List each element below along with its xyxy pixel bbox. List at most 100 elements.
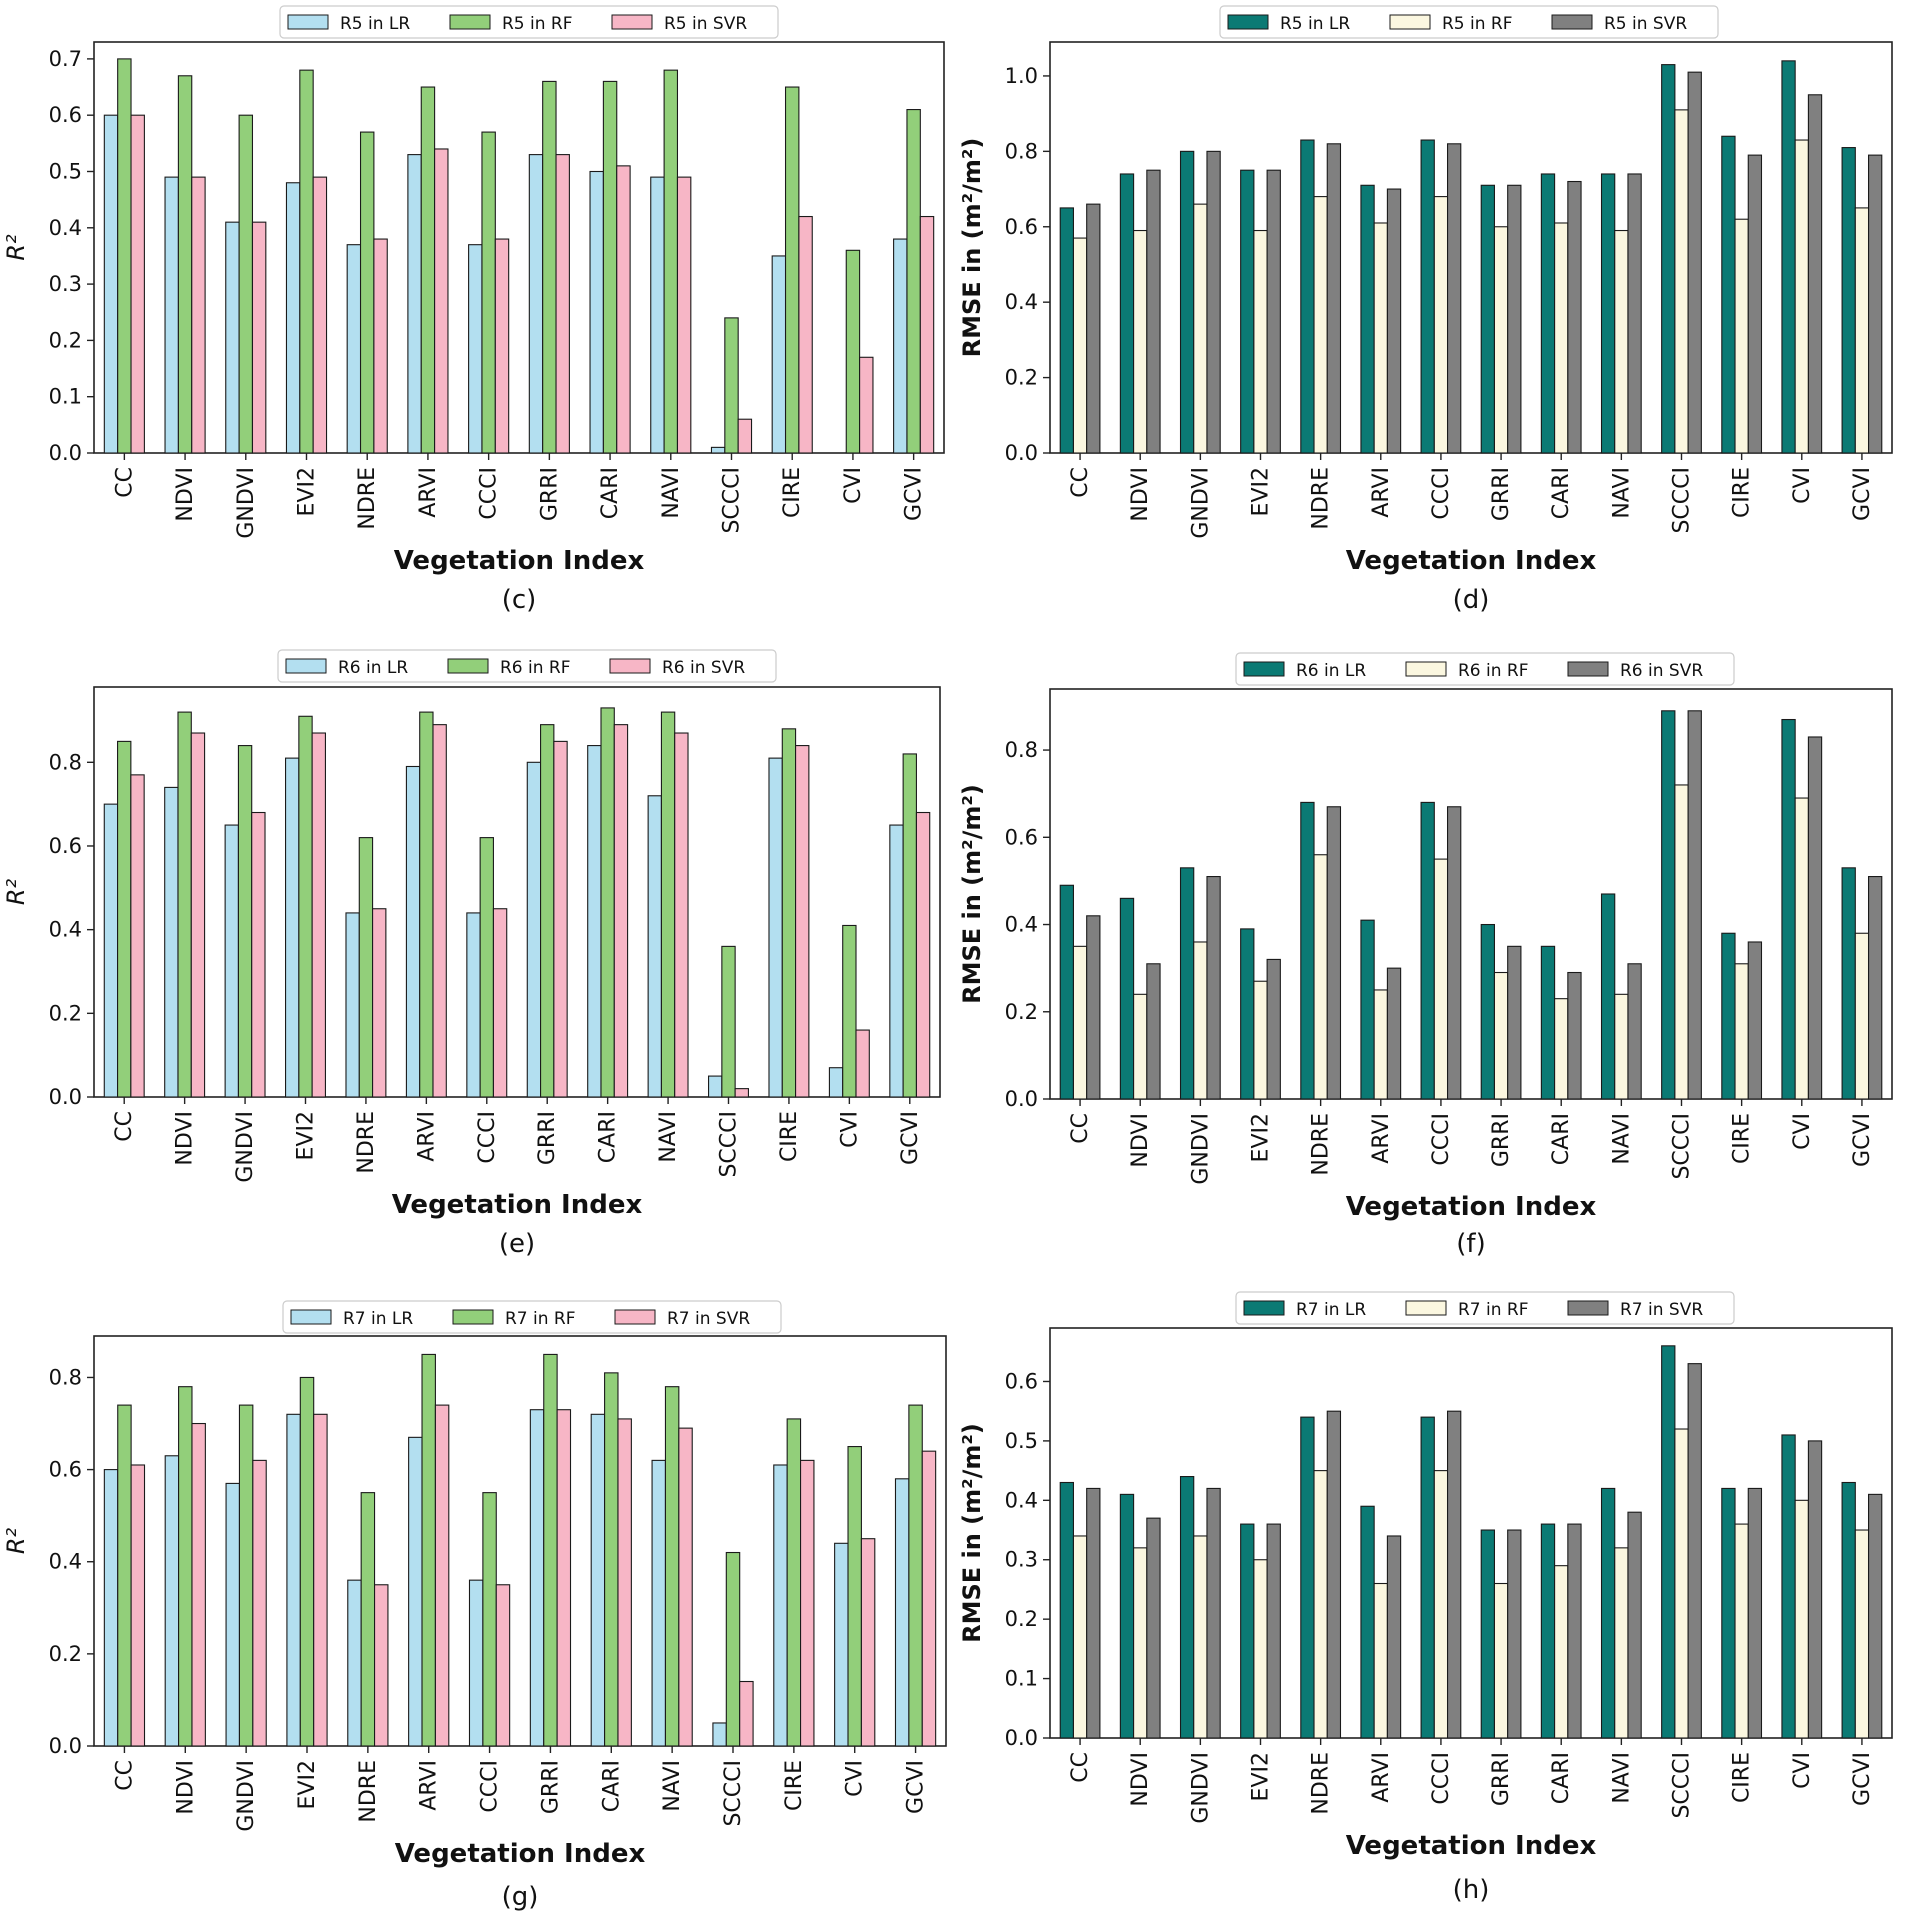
bar <box>1253 980 1268 1100</box>
legend-label: R7 in RF <box>1458 1300 1529 1320</box>
bar <box>724 317 739 454</box>
bar <box>177 75 193 454</box>
bar <box>1687 710 1702 1100</box>
bar <box>1674 784 1689 1100</box>
bar <box>664 1386 680 1747</box>
bar <box>1567 1523 1582 1739</box>
bar <box>1133 1547 1148 1739</box>
bar <box>1794 139 1809 454</box>
y-tick-label: 0.6 <box>49 834 82 858</box>
legend-swatch <box>1567 661 1609 677</box>
bar <box>358 837 374 1098</box>
bar <box>1146 169 1161 454</box>
x-tick-label: GRRI <box>538 1760 563 1814</box>
legend-swatch <box>287 14 329 30</box>
legend: R6 in LR R6 in RF R6 in SVR <box>1235 652 1735 686</box>
bar <box>374 1584 389 1747</box>
chart-panel-2: 0.0 0.2 0.4 0.6 0.8 CC NDVI GNDVI EVI2 NDRE ARVI CC… <box>2 649 941 1259</box>
y-axis-title: RMSE in (m²/m²) <box>958 1423 986 1643</box>
bar <box>103 114 119 454</box>
bar <box>1086 915 1101 1100</box>
bar <box>1794 1499 1809 1739</box>
bar <box>798 215 813 454</box>
legend-swatch <box>447 658 489 674</box>
bar <box>1313 1470 1328 1739</box>
bar <box>1734 218 1749 454</box>
legend-label: R5 in SVR <box>664 14 747 34</box>
x-tick-label: EVI2 <box>294 1111 319 1160</box>
bar <box>604 1372 619 1747</box>
bar <box>481 131 496 454</box>
bar <box>1193 941 1208 1100</box>
bar <box>889 824 904 1098</box>
bar <box>860 1538 876 1747</box>
bar <box>313 1413 328 1747</box>
bar <box>191 1422 206 1747</box>
bar <box>1687 71 1702 454</box>
bar <box>1179 150 1195 454</box>
bar <box>1480 184 1496 454</box>
y-tick-label: 0.8 <box>1005 738 1038 762</box>
x-tick-label: NDRE <box>1309 1752 1334 1815</box>
x-tick-label: GRRI <box>1489 1752 1514 1806</box>
bar <box>737 418 753 454</box>
x-tick-label: CVI <box>837 1111 862 1148</box>
x-tick-label: EVI2 <box>1249 1113 1274 1162</box>
y-axis-title: R² <box>2 234 30 261</box>
bar <box>540 724 555 1098</box>
x-tick-label: CCCI <box>477 467 502 520</box>
legend-frame <box>1219 5 1719 39</box>
legend-swatch <box>285 658 327 674</box>
bar <box>130 114 145 454</box>
bar <box>359 131 375 454</box>
x-tick-label: CVI <box>841 467 866 504</box>
bar <box>1373 1582 1388 1739</box>
bar <box>919 215 935 454</box>
bar <box>1480 1529 1496 1739</box>
bar <box>1781 1434 1796 1739</box>
x-axis-title: Vegetation Index <box>392 1190 643 1220</box>
bar <box>1179 1476 1195 1739</box>
bar <box>1253 229 1268 454</box>
plot-frame <box>93 1335 947 1747</box>
x-tick-label: NAVI <box>1609 1113 1634 1165</box>
bar <box>466 912 481 1098</box>
x-tick-label: NDVI <box>1128 1752 1153 1807</box>
y-tick-label: 0.4 <box>1005 290 1038 314</box>
legend-frame <box>277 649 777 683</box>
bar <box>1661 710 1676 1100</box>
bar <box>1240 169 1255 454</box>
legend-swatch <box>1227 14 1269 30</box>
x-tick-label: EVI2 <box>1249 467 1274 516</box>
legend-swatch <box>609 658 651 674</box>
bar <box>164 786 179 1098</box>
bar <box>1360 919 1375 1100</box>
bar <box>712 1722 727 1747</box>
bar <box>1614 229 1629 454</box>
x-tick-label: CVI <box>843 1760 868 1797</box>
bar <box>587 745 602 1098</box>
x-tick-label: GRRI <box>535 1111 560 1165</box>
y-tick-label: 0.3 <box>49 272 82 296</box>
bar <box>1300 801 1315 1100</box>
bar <box>1059 1481 1075 1739</box>
bar <box>555 154 570 454</box>
x-tick-label: CIRE <box>1730 1752 1755 1803</box>
x-tick-label: CVI <box>1790 1113 1815 1150</box>
x-tick-label: GNDVI <box>1188 1752 1213 1824</box>
bar <box>1540 945 1556 1100</box>
bar <box>902 753 917 1098</box>
legend-label: R6 in SVR <box>662 658 745 678</box>
x-tick-label: EVI2 <box>295 1760 320 1809</box>
x-tick-label: CC <box>1068 1752 1093 1783</box>
x-tick-label: CCCI <box>478 1760 503 1813</box>
bar <box>1086 1487 1101 1739</box>
panel-label: (c) <box>502 585 537 615</box>
y-tick-label: 0.5 <box>49 159 82 183</box>
bar <box>1240 1523 1255 1739</box>
bar <box>1493 971 1509 1100</box>
bar <box>1540 1523 1556 1739</box>
bar <box>1507 945 1522 1100</box>
bar <box>1600 893 1616 1100</box>
x-tick-label: SCCCI <box>1670 1113 1695 1180</box>
